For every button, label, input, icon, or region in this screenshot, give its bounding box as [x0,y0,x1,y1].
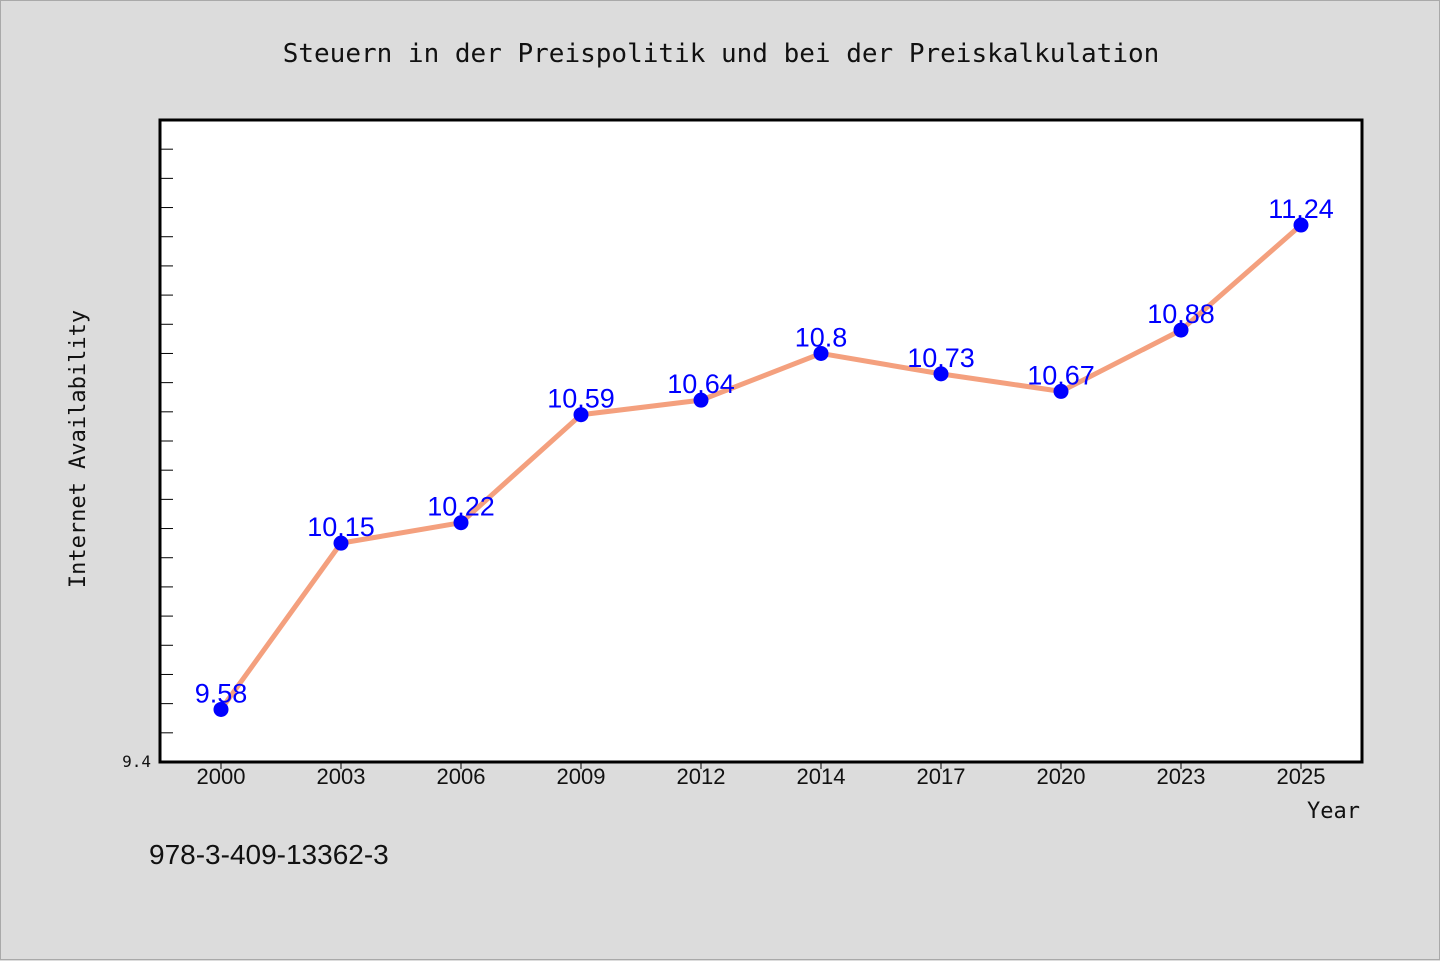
data-label: 10.22 [427,492,495,522]
x-tick-label: 2003 [317,764,366,789]
data-labels: 9.58 10.15 10.22 10.59 10.64 10.8 10.73 10.67 10… [195,194,1334,708]
data-markers [213,217,1309,717]
data-point-marker [693,392,709,408]
data-point-marker [1293,217,1309,233]
x-tick-label: 2017 [917,764,966,789]
data-label: 10.67 [1027,360,1095,390]
series-line [218,223,1303,711]
data-label: 10.15 [307,512,375,542]
data-label: 10.88 [1147,299,1215,329]
data-label: 9.58 [195,678,248,708]
x-tick-label: 2006 [437,764,486,789]
data-label: 11.24 [1268,194,1334,224]
isbn-text: 978-3-409-13362-3 [149,839,389,870]
data-point-marker [813,345,829,361]
plot-area [158,118,1364,764]
y-axis-ticks [160,148,173,734]
x-axis-ticks: 2000 2003 2006 2009 2012 2014 2017 2020 2023 2025 [197,762,1326,789]
x-axis-label: Year [1307,799,1360,824]
y-axis-label: Internet Availability [66,310,91,588]
x-tick-label: 2025 [1277,764,1326,789]
x-tick-label: 2012 [677,764,726,789]
x-tick-label: 2014 [797,764,846,789]
data-point-marker [1053,383,1069,399]
data-point-marker [453,515,469,531]
data-label: 10.59 [547,384,615,414]
data-point-marker [933,366,949,382]
x-tick-label: 2023 [1157,764,1206,789]
x-tick-label: 2020 [1037,764,1086,789]
data-point-marker [213,701,229,717]
x-tick-label: 2000 [197,764,246,789]
data-label: 10.64 [667,369,735,399]
y-axis-min-label: 9.4 [122,752,151,771]
data-label: 10.73 [907,343,975,373]
chart-title: Steuern in der Preispolitik und bei der … [283,39,1160,69]
data-point-marker [333,535,349,551]
data-point-marker [1173,322,1189,338]
data-point-marker [573,407,589,423]
x-tick-label: 2009 [557,764,606,789]
data-label: 10.8 [795,322,848,352]
